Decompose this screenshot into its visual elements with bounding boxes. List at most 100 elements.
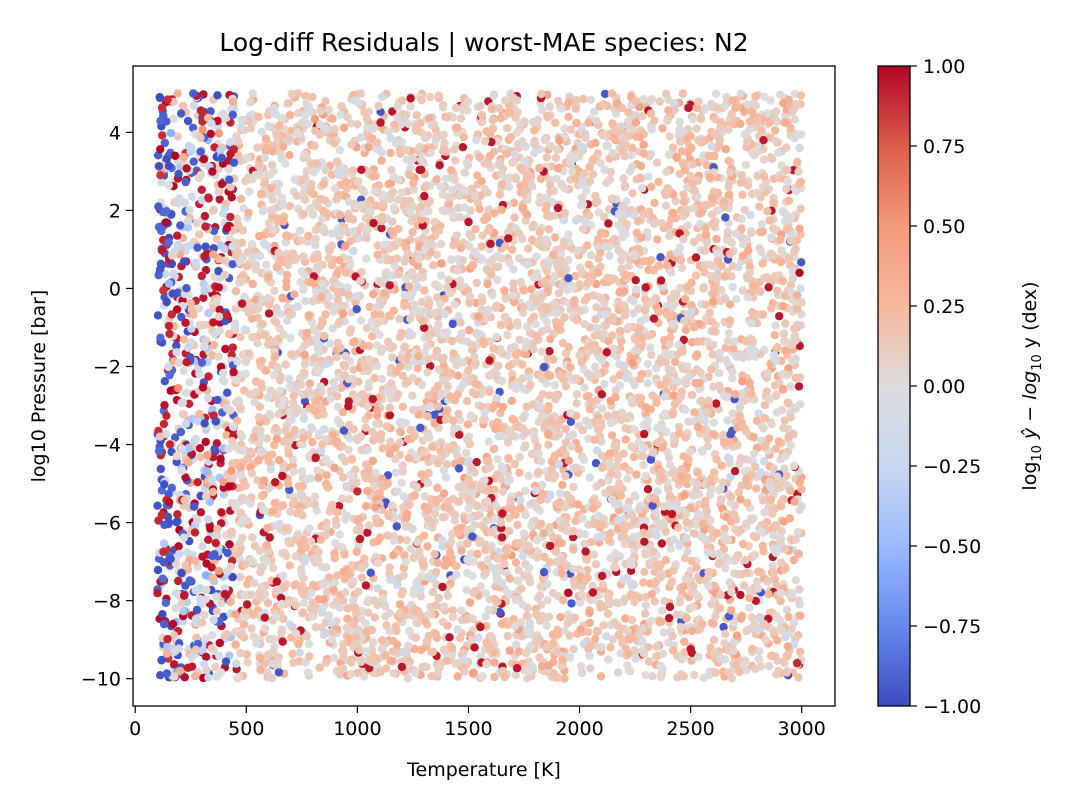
scatter-point bbox=[418, 662, 427, 672]
scatter-point bbox=[356, 133, 366, 142]
scatter-point bbox=[560, 626, 569, 635]
scatter-point bbox=[739, 581, 749, 590]
scatter-point bbox=[536, 174, 546, 183]
scatter-point bbox=[795, 400, 805, 409]
scatter-point bbox=[298, 608, 308, 617]
scatter-point bbox=[247, 624, 256, 633]
scatter-point bbox=[627, 162, 637, 171]
scatter-point bbox=[665, 602, 675, 612]
scatter-point bbox=[716, 654, 725, 663]
scatter-point bbox=[754, 567, 763, 576]
scatter-point bbox=[263, 340, 273, 349]
scatter-point bbox=[480, 184, 489, 194]
scatter-point bbox=[450, 424, 460, 433]
scatter-point bbox=[296, 278, 305, 287]
scatter-point bbox=[679, 197, 689, 207]
scatter-point bbox=[495, 158, 505, 167]
scatter-point bbox=[362, 114, 372, 124]
scatter-point bbox=[419, 531, 429, 540]
scatter-point bbox=[482, 265, 492, 274]
scatter-point bbox=[530, 139, 539, 148]
scatter-point bbox=[772, 670, 781, 679]
scatter-point bbox=[477, 110, 487, 120]
scatter-point bbox=[761, 636, 770, 645]
scatter-point bbox=[243, 579, 252, 589]
scatter-point bbox=[464, 495, 473, 504]
scatter-point bbox=[467, 635, 476, 645]
scatter-point bbox=[512, 640, 521, 649]
scatter-point bbox=[173, 231, 182, 240]
scatter-point bbox=[764, 283, 773, 292]
scatter-point bbox=[236, 332, 245, 342]
scatter-point bbox=[379, 190, 388, 200]
scatter-point bbox=[193, 478, 202, 487]
scatter-point bbox=[596, 603, 605, 612]
scatter-point bbox=[191, 258, 200, 267]
scatter-point bbox=[576, 662, 586, 671]
scatter-point bbox=[454, 203, 463, 212]
scatter-point bbox=[187, 192, 197, 201]
scatter-point bbox=[701, 496, 710, 506]
scatter-point bbox=[791, 354, 800, 363]
scatter-point bbox=[721, 213, 730, 222]
scatter-point bbox=[571, 104, 581, 113]
scatter-point bbox=[779, 329, 789, 338]
scatter-point bbox=[790, 247, 799, 256]
scatter-point bbox=[389, 203, 398, 212]
scatter-point bbox=[408, 391, 417, 400]
scatter-point bbox=[180, 496, 189, 505]
scatter-point bbox=[431, 601, 440, 610]
scatter-point bbox=[264, 219, 274, 228]
scatter-point bbox=[275, 456, 284, 465]
scatter-point bbox=[440, 645, 449, 655]
scatter-point bbox=[535, 402, 545, 412]
scatter-point bbox=[255, 357, 265, 366]
scatter-point bbox=[611, 462, 621, 471]
scatter-point bbox=[724, 156, 733, 165]
scatter-point bbox=[258, 207, 268, 216]
scatter-point bbox=[349, 246, 358, 256]
scatter-point bbox=[183, 116, 193, 126]
scatter-point bbox=[284, 374, 294, 383]
scatter-point bbox=[511, 510, 520, 519]
chart-title: Log-diff Residuals | worst-MAE species: … bbox=[219, 28, 748, 57]
scatter-point bbox=[178, 101, 188, 111]
scatter-point bbox=[534, 467, 543, 476]
scatter-point bbox=[426, 402, 435, 411]
scatter-point bbox=[665, 132, 674, 141]
scatter-point bbox=[765, 662, 774, 671]
scatter-point bbox=[278, 637, 287, 646]
scatter-point bbox=[199, 279, 208, 288]
scatter-point bbox=[397, 478, 407, 487]
scatter-point bbox=[755, 244, 764, 253]
scatter-point bbox=[299, 433, 308, 443]
scatter-point bbox=[752, 484, 761, 493]
scatter-point bbox=[290, 290, 299, 299]
scatter-point bbox=[786, 382, 795, 391]
scatter-point bbox=[326, 394, 335, 403]
scatter-point bbox=[323, 483, 332, 492]
scatter-point bbox=[221, 199, 231, 208]
scatter-point bbox=[450, 516, 459, 525]
scatter-point bbox=[303, 668, 313, 677]
scatter-point bbox=[658, 606, 667, 615]
scatter-point bbox=[254, 161, 263, 171]
scatter-point bbox=[721, 294, 730, 304]
scatter-point bbox=[389, 669, 398, 678]
scatter-point bbox=[553, 164, 563, 173]
scatter-point bbox=[174, 576, 183, 586]
scatter-point bbox=[635, 374, 645, 384]
scatter-point bbox=[296, 582, 305, 592]
scatter-point bbox=[463, 568, 472, 578]
scatter-point bbox=[660, 392, 669, 401]
scatter-point bbox=[360, 554, 369, 563]
scatter-point bbox=[708, 297, 718, 306]
scatter-point bbox=[762, 387, 771, 396]
scatter-point bbox=[332, 157, 342, 166]
scatter-point bbox=[745, 603, 754, 612]
scatter-point bbox=[282, 551, 291, 561]
scatter-point bbox=[516, 278, 526, 287]
scatter-point bbox=[258, 319, 267, 329]
scatter-point bbox=[308, 580, 318, 590]
scatter-point bbox=[378, 444, 387, 453]
